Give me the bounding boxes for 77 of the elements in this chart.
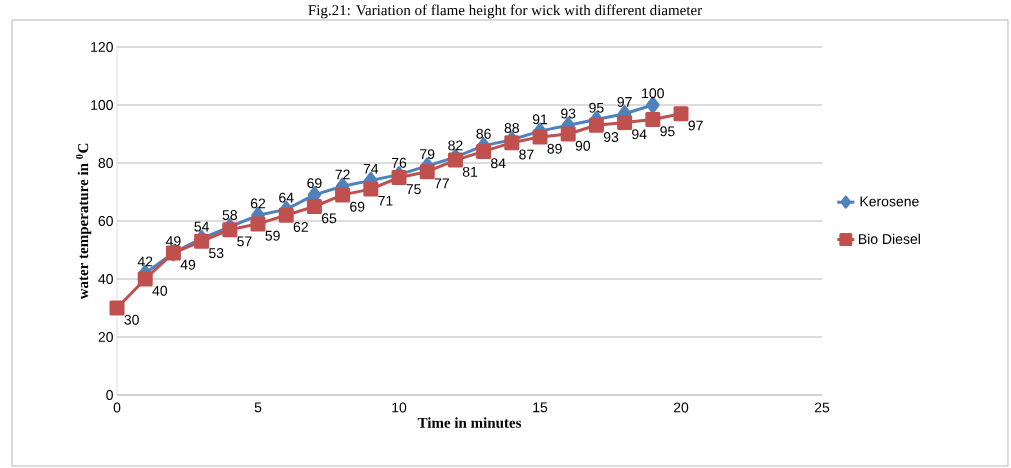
data-label: 81 bbox=[462, 166, 478, 177]
data-label: 84 bbox=[491, 158, 506, 169]
data-label: 95 bbox=[660, 126, 675, 137]
data-label: 40 bbox=[152, 285, 168, 296]
point bbox=[588, 117, 604, 133]
data-label: 49 bbox=[180, 259, 196, 270]
y-tick-label: 100 bbox=[91, 100, 113, 110]
data-label: 90 bbox=[575, 140, 591, 151]
point bbox=[109, 300, 125, 316]
data-label: 75 bbox=[406, 184, 421, 195]
legend-label: Kerosene bbox=[860, 196, 919, 207]
data-label: 58 bbox=[222, 210, 237, 220]
point bbox=[560, 126, 576, 142]
data-label: 77 bbox=[434, 178, 449, 189]
point bbox=[137, 271, 153, 287]
data-label: 97 bbox=[617, 96, 632, 107]
point bbox=[476, 143, 492, 159]
point bbox=[363, 181, 379, 197]
x-tick-label: 5 bbox=[254, 402, 262, 413]
data-label: 64 bbox=[279, 192, 294, 203]
point bbox=[335, 187, 351, 203]
data-label: 62 bbox=[293, 222, 308, 232]
data-label: 69 bbox=[307, 178, 322, 189]
data-label: 72 bbox=[335, 169, 350, 180]
y-tick-label: 60 bbox=[98, 216, 113, 226]
data-label: 74 bbox=[363, 163, 379, 174]
point bbox=[278, 207, 294, 223]
y-tick-label: 80 bbox=[98, 158, 113, 168]
y-tick-label: 20 bbox=[98, 332, 113, 342]
point bbox=[419, 164, 435, 180]
x-tick-label: 20 bbox=[673, 402, 689, 413]
point bbox=[447, 152, 463, 168]
point bbox=[306, 199, 322, 214]
x-tick-label: 10 bbox=[392, 402, 407, 413]
y-tick-label: 120 bbox=[91, 42, 113, 52]
point bbox=[645, 112, 661, 127]
data-label: 57 bbox=[237, 236, 252, 247]
data-label: 54 bbox=[194, 221, 209, 232]
data-label: 91 bbox=[532, 114, 548, 125]
point bbox=[222, 222, 238, 238]
data-label: 82 bbox=[448, 140, 463, 151]
data-label: 97 bbox=[688, 120, 703, 131]
data-label: 93 bbox=[561, 108, 576, 119]
y-tick-label: 40 bbox=[98, 274, 113, 284]
x-tick-label: 0 bbox=[113, 402, 121, 413]
point bbox=[673, 106, 689, 122]
data-label: 65 bbox=[321, 213, 337, 224]
data-label: 42 bbox=[137, 256, 153, 267]
point bbox=[617, 114, 633, 130]
data-label: 71 bbox=[378, 195, 393, 206]
point bbox=[532, 129, 548, 145]
data-label: 87 bbox=[519, 149, 534, 160]
data-label: 79 bbox=[420, 149, 435, 160]
y-tick-label: 0 bbox=[106, 390, 113, 400]
legend-label: Bio Diesel bbox=[858, 233, 920, 245]
data-label: 76 bbox=[391, 157, 407, 168]
point bbox=[250, 216, 266, 232]
data-label: 69 bbox=[350, 201, 365, 212]
point bbox=[194, 233, 210, 249]
data-label: 62 bbox=[250, 198, 266, 209]
x-tick-label: 15 bbox=[533, 402, 548, 413]
data-label: 93 bbox=[603, 132, 619, 143]
data-label: 94 bbox=[632, 129, 647, 140]
data-label: 89 bbox=[547, 143, 562, 154]
x-axis-title: Time in minutes bbox=[417, 417, 522, 428]
data-label: 59 bbox=[265, 230, 280, 241]
data-label: 88 bbox=[504, 123, 519, 133]
data-label: 30 bbox=[124, 314, 139, 325]
y-axis-title: water temperature in $^{0}$C bbox=[75, 143, 92, 300]
data-label: 49 bbox=[165, 236, 181, 247]
data-label: 86 bbox=[476, 128, 491, 139]
point bbox=[504, 135, 520, 151]
x-tick-label: 25 bbox=[814, 402, 830, 413]
chart-title: Fig.21: Variation of flame height for wick with different diameter bbox=[308, 4, 703, 19]
data-label: 53 bbox=[209, 248, 224, 259]
data-label: 100 bbox=[642, 88, 664, 99]
data-label: 95 bbox=[589, 102, 604, 113]
